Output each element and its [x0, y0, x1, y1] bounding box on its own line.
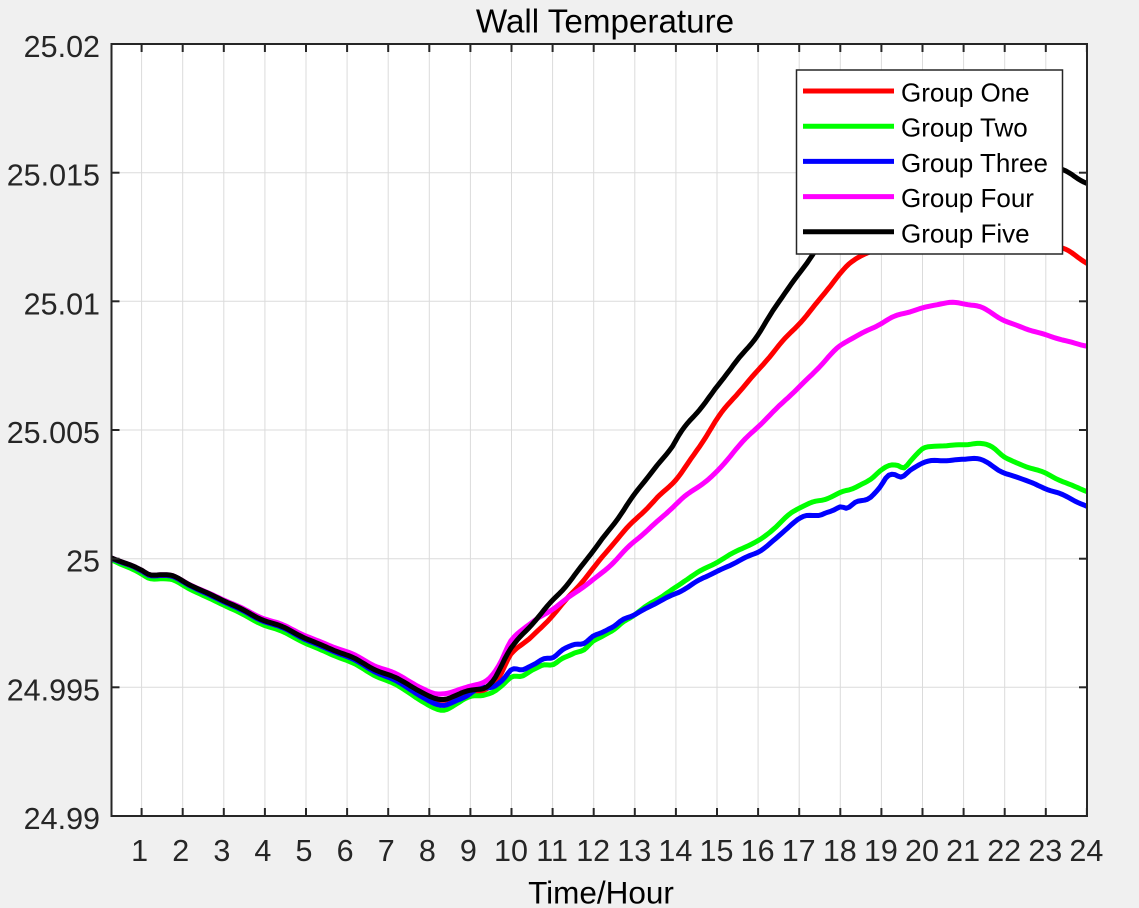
svg-text:Wall Temperature: Wall Temperature	[476, 3, 734, 40]
svg-text:24: 24	[1069, 834, 1103, 868]
svg-text:20: 20	[905, 834, 939, 868]
svg-text:17: 17	[782, 834, 816, 868]
svg-text:6: 6	[337, 834, 354, 868]
svg-text:14: 14	[658, 834, 692, 868]
svg-text:16: 16	[741, 834, 775, 868]
svg-text:25.005: 25.005	[7, 416, 100, 450]
svg-text:13: 13	[617, 834, 651, 868]
svg-text:3: 3	[213, 834, 230, 868]
svg-text:9: 9	[460, 834, 477, 868]
svg-text:Group Four: Group Four	[901, 183, 1034, 213]
svg-text:24.99: 24.99	[24, 802, 100, 836]
svg-text:1: 1	[131, 834, 148, 868]
svg-text:5: 5	[296, 834, 313, 868]
svg-text:4: 4	[254, 834, 271, 868]
svg-text:Group Three: Group Three	[901, 148, 1048, 178]
svg-text:23: 23	[1028, 834, 1062, 868]
svg-text:12: 12	[576, 834, 610, 868]
svg-text:25: 25	[66, 545, 100, 579]
svg-text:15: 15	[700, 834, 734, 868]
svg-text:25.01: 25.01	[24, 287, 100, 321]
svg-text:18: 18	[823, 834, 857, 868]
svg-text:21: 21	[946, 834, 980, 868]
svg-text:Group Two: Group Two	[901, 113, 1028, 143]
svg-text:Time/Hour: Time/Hour	[528, 875, 674, 908]
svg-text:7: 7	[378, 834, 395, 868]
svg-text:10: 10	[494, 834, 528, 868]
svg-text:25.02: 25.02	[24, 30, 100, 64]
svg-text:25.015: 25.015	[7, 159, 100, 193]
svg-text:19: 19	[864, 834, 898, 868]
svg-text:11: 11	[536, 834, 568, 868]
svg-text:8: 8	[419, 834, 436, 868]
svg-text:Group One: Group One	[901, 78, 1030, 108]
svg-text:24.995: 24.995	[7, 673, 100, 707]
svg-text:22: 22	[987, 834, 1021, 868]
svg-text:2: 2	[172, 834, 189, 868]
svg-text:Group Five: Group Five	[901, 218, 1030, 248]
